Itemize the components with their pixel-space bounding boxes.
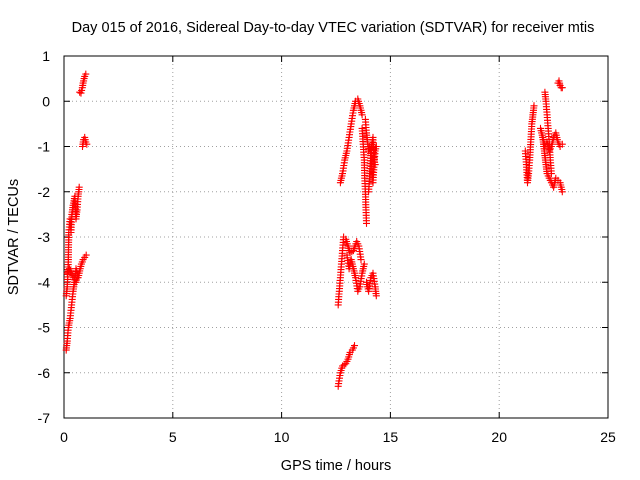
data-point bbox=[547, 170, 555, 178]
data-point bbox=[75, 183, 83, 191]
x-tick-label: 5 bbox=[169, 429, 177, 445]
x-tick-labels: 0 5 10 15 20 25 bbox=[60, 429, 616, 445]
y-tick-labels: -7 -6 -5 -4 -3 -2 -1 0 1 bbox=[38, 48, 51, 426]
data-point bbox=[82, 70, 90, 78]
y-tick-label: -3 bbox=[38, 229, 51, 245]
y-tick-label: -1 bbox=[38, 139, 51, 155]
y-tick-label: -5 bbox=[38, 320, 51, 336]
data-point bbox=[558, 188, 566, 196]
x-tick-label: 10 bbox=[274, 429, 290, 445]
x-tick-label: 20 bbox=[491, 429, 507, 445]
grid-lines bbox=[64, 56, 608, 418]
x-tick-label: 0 bbox=[60, 429, 68, 445]
data-point bbox=[357, 256, 365, 264]
data-point bbox=[74, 272, 81, 279]
data-point bbox=[558, 140, 566, 148]
data-point bbox=[83, 140, 91, 148]
y-tick-label: 0 bbox=[42, 93, 50, 109]
x-axis-label: GPS time / hours bbox=[281, 458, 391, 474]
y-tick-label: -7 bbox=[38, 410, 51, 426]
data-point bbox=[82, 251, 90, 259]
x-tick-label: 15 bbox=[383, 429, 399, 445]
data-point bbox=[372, 143, 380, 150]
y-axis-label: SDTVAR / TECUs bbox=[6, 179, 22, 295]
data-point bbox=[358, 111, 366, 119]
data-point bbox=[530, 102, 538, 110]
data-point bbox=[363, 219, 370, 227]
y-tick-label: 1 bbox=[42, 48, 50, 64]
chart-title: Day 015 of 2016, Sidereal Day-to-day VTE… bbox=[72, 20, 595, 36]
data-point bbox=[351, 342, 358, 350]
data-point bbox=[372, 292, 380, 300]
data-points bbox=[62, 70, 566, 390]
y-tick-label: -6 bbox=[38, 365, 51, 381]
data-point bbox=[558, 84, 566, 92]
data-point bbox=[360, 260, 368, 268]
x-tick-label: 25 bbox=[600, 429, 616, 445]
y-tick-label: -2 bbox=[38, 184, 51, 200]
y-tick-label: -4 bbox=[38, 274, 51, 290]
